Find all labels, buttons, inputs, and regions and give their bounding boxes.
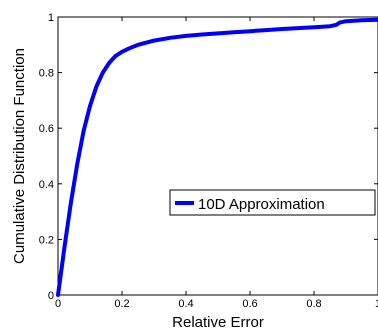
legend-box — [169, 189, 376, 216]
x-tick-label: 1 — [375, 298, 378, 310]
x-axis-ticks: 0 0.2 0.4 0.6 0.8 1 — [55, 17, 378, 310]
series-layer — [56, 17, 378, 297]
x-tick-label: 0.6 — [242, 298, 257, 310]
x-axis-label: Relative Error — [172, 314, 264, 329]
legend: 10D Approximation — [169, 189, 376, 216]
y-axis-ticks: 0 0.2 0.4 0.6 0.8 1 — [39, 12, 378, 302]
y-tick-label: 0 — [48, 290, 54, 302]
y-axis-label: Cumulative Distribution Function — [11, 48, 28, 264]
y-tick-label: 0.6 — [39, 123, 54, 135]
x-tick-label: 0.8 — [306, 298, 321, 310]
legend-label-10d-approximation: 10D Approximation — [198, 196, 325, 213]
x-tick-label: 0.4 — [178, 298, 193, 310]
plot-frame — [57, 16, 378, 296]
x-tick-label: 0.2 — [114, 298, 129, 310]
y-tick-label: 0.4 — [39, 179, 54, 191]
y-tick-label: 0.8 — [39, 68, 54, 80]
y-tick-label: 1 — [48, 12, 54, 24]
x-tick-label: 0 — [55, 298, 61, 310]
y-tick-label: 0.2 — [39, 234, 54, 246]
series-line-10d-approximation — [56, 17, 378, 297]
